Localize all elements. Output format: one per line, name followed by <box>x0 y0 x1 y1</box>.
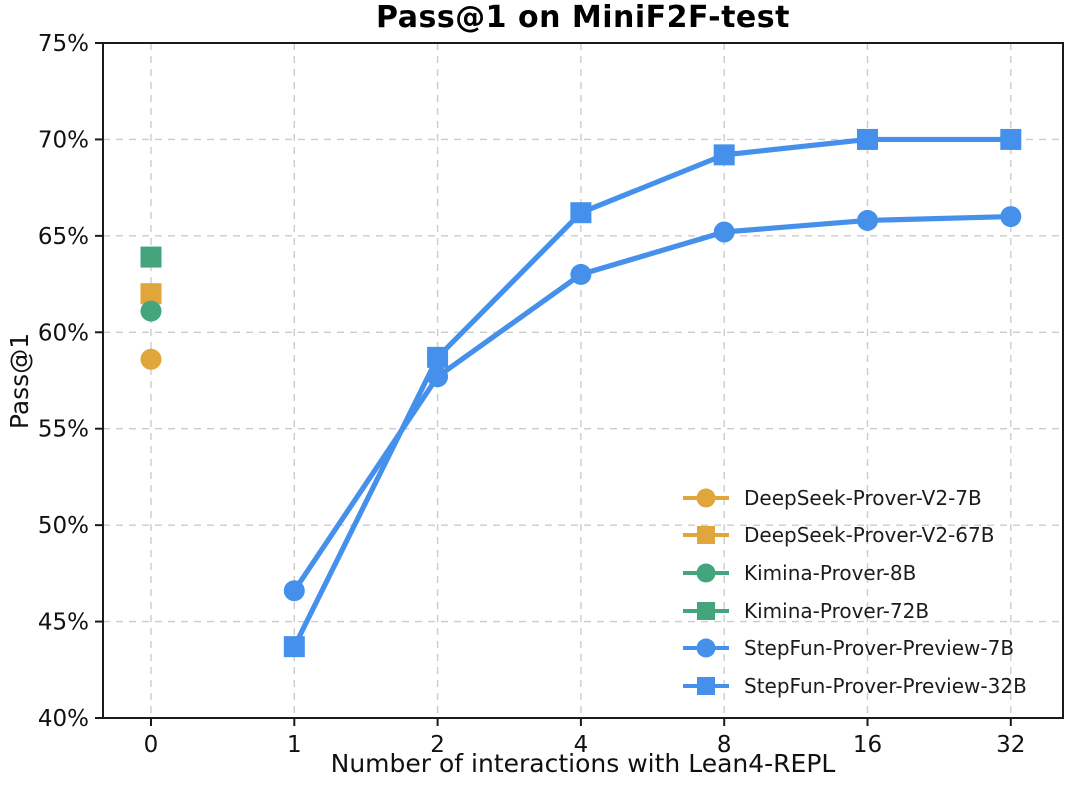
legend-marker-square-icon <box>697 676 715 695</box>
y-tick-label: 70% <box>38 127 89 153</box>
data-point-square <box>140 246 162 268</box>
legend-marker-circle-icon <box>696 488 716 508</box>
legend-swatch <box>683 600 729 621</box>
y-tick-label: 65% <box>38 224 89 250</box>
data-point-circle <box>140 348 162 370</box>
data-point-square <box>857 128 878 150</box>
legend: DeepSeek-Prover-V2-7B DeepSeek-Prover-V2-… <box>683 479 1027 705</box>
legend-item-label: DeepSeek-Prover-V2-67B <box>744 523 995 548</box>
data-point-circle <box>283 580 305 602</box>
legend-marker-circle-icon <box>696 638 716 658</box>
legend-item-label: Kimina-Prover-72B <box>744 598 930 623</box>
data-point-square <box>713 144 735 166</box>
axes-spines <box>102 42 1064 719</box>
data-point-circle <box>1000 206 1022 228</box>
x-tick-label: 8 <box>717 732 732 758</box>
x-tick-label: 1 <box>287 732 302 758</box>
x-tick-label: 32 <box>996 732 1025 758</box>
chart-title: Pass@1 on MiniF2F-test <box>376 0 790 35</box>
legend-item: StepFun-Prover-Preview-32B <box>683 667 1027 705</box>
legend-swatch <box>683 562 729 583</box>
legend-swatch <box>683 638 729 659</box>
data-point-square <box>570 202 592 224</box>
data-point-square <box>283 636 305 658</box>
x-tick-label: 4 <box>574 732 589 758</box>
y-tick-label: 50% <box>38 513 89 539</box>
legend-item-label: DeepSeek-Prover-V2-7B <box>744 485 982 510</box>
legend-item-label: StepFun-Prover-Preview-7B <box>744 636 1015 661</box>
data-point-circle <box>857 209 878 231</box>
data-point-square <box>140 283 162 305</box>
legend-marker-square-icon <box>697 526 715 545</box>
legend-item-label: StepFun-Prover-Preview-32B <box>744 673 1027 698</box>
legend-swatch <box>683 487 729 508</box>
legend-swatch <box>683 675 729 696</box>
x-axis-label: Number of interactions with Lean4-REPL <box>330 749 836 778</box>
legend-swatch <box>683 525 729 546</box>
data-point-circle <box>140 300 162 322</box>
series-line <box>291 213 1014 594</box>
x-tick-label: 2 <box>430 732 445 758</box>
y-axis-label: Pass@1 <box>5 332 34 430</box>
y-tick-label: 45% <box>38 610 89 636</box>
legend-item: Kimina-Prover-72B <box>683 592 1027 630</box>
legend-marker-circle-icon <box>696 563 716 583</box>
legend-item: DeepSeek-Prover-V2-67B <box>683 517 1027 555</box>
data-point-square <box>427 346 449 368</box>
data-point-circle <box>713 221 735 243</box>
x-tick-label: 0 <box>144 732 159 758</box>
series-line <box>291 136 1014 650</box>
legend-item: StepFun-Prover-Preview-7B <box>683 629 1027 667</box>
legend-item: Kimina-Prover-8B <box>683 554 1027 592</box>
x-tick-label: 16 <box>853 732 882 758</box>
legend-item: DeepSeek-Prover-V2-7B <box>683 479 1027 517</box>
y-tick-label: 40% <box>38 706 89 732</box>
y-tick-label: 75% <box>38 31 89 57</box>
y-tick-label: 55% <box>38 417 89 443</box>
data-point-circle <box>570 263 592 285</box>
data-point-square <box>1000 128 1022 150</box>
legend-item-label: Kimina-Prover-8B <box>744 560 917 585</box>
y-tick-label: 60% <box>38 320 89 346</box>
legend-marker-square-icon <box>697 601 715 620</box>
